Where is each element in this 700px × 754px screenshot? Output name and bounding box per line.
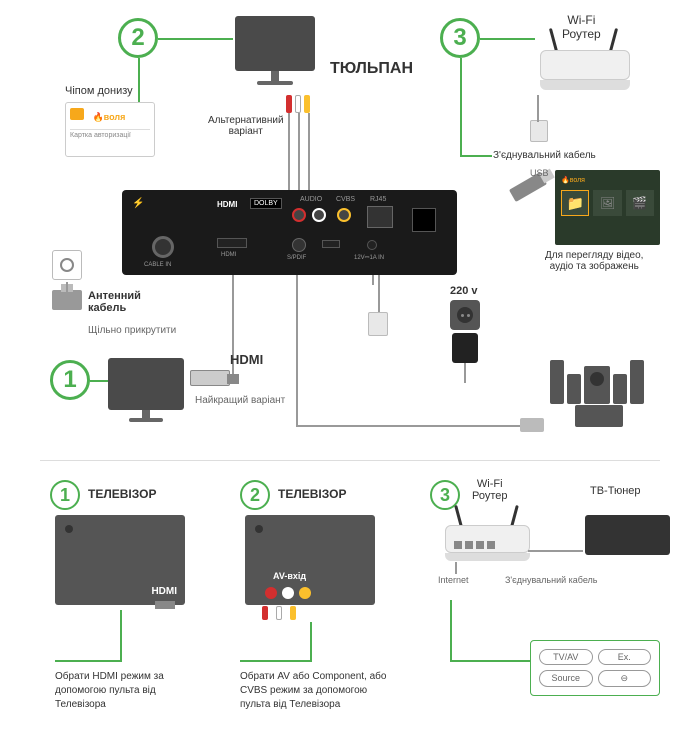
hdmi-port-label: HDMI xyxy=(217,200,237,209)
cable xyxy=(372,275,374,285)
wifi-router-bottom xyxy=(445,525,530,561)
v220-label: 220 v xyxy=(450,285,478,297)
line xyxy=(158,38,233,40)
usb-label: USB xyxy=(530,168,549,178)
badge-1-left: 1 xyxy=(50,360,90,400)
line xyxy=(55,660,122,662)
cable xyxy=(537,95,539,122)
line xyxy=(480,38,535,40)
chip-icon xyxy=(70,108,84,120)
power-port xyxy=(367,240,377,250)
line xyxy=(90,380,108,382)
set-top-box: ⚡ HDMI DOLBY AUDIO CVBS RJ45 CABLE IN HD… xyxy=(122,190,457,275)
line xyxy=(450,600,452,660)
hdmi-port xyxy=(217,238,247,248)
hdmi-connector xyxy=(190,370,230,386)
chip-down-label: Чіпом донизу xyxy=(65,85,133,97)
auth-card: 🔥воля Картка авторизації xyxy=(65,102,155,157)
cable xyxy=(66,282,68,292)
tv-tuner-label: ТВ-Тюнер xyxy=(590,485,641,497)
antenna-cable-label: Антенний кабель xyxy=(88,290,141,314)
btn-ex: Ex. xyxy=(598,649,652,665)
media-preview: 🔥воля 📁 🖼 🎬 xyxy=(555,170,660,245)
cable-in-port xyxy=(152,236,174,258)
optical-connector xyxy=(520,418,544,432)
tighten-label: Щільно прикрутити xyxy=(88,325,176,336)
cable xyxy=(528,550,583,552)
btn-source: Source xyxy=(539,670,593,687)
line xyxy=(240,660,312,662)
alt-variant-label: Альтернативний варіант xyxy=(208,115,284,137)
divider xyxy=(40,460,660,461)
monitor-hdmi xyxy=(108,358,184,422)
btn-tvav: TV/AV xyxy=(539,649,593,665)
cable xyxy=(296,425,531,427)
volya-logo: 🔥воля xyxy=(92,112,125,122)
tv-label-2: ТЕЛЕВІЗОР xyxy=(278,487,346,501)
coax-wall-plate xyxy=(52,250,82,280)
power-adapter xyxy=(452,333,478,363)
cable xyxy=(308,113,310,193)
badge-2-top: 2 xyxy=(118,18,158,58)
cable xyxy=(464,363,466,383)
subwoofer xyxy=(575,405,623,427)
rj45-connector xyxy=(368,312,388,336)
wifi-router-label-2: Wi-Fi Роутер xyxy=(472,478,508,502)
cable xyxy=(298,113,300,193)
media-label: Для перегляду відео, аудіо та зображень xyxy=(545,250,643,272)
cable xyxy=(296,275,298,425)
line xyxy=(450,660,530,662)
tv-av-back: AV-вхід xyxy=(245,515,375,605)
rj45-port xyxy=(367,206,393,228)
cable xyxy=(378,275,380,315)
tv-label-1: ТЕЛЕВІЗОР xyxy=(88,487,156,501)
badge-1-bottom: 1 xyxy=(50,480,80,510)
wifi-router-label: Wi-Fi Роутер xyxy=(562,13,601,41)
badge-2-bottom: 2 xyxy=(240,480,270,510)
internet-label: Internet xyxy=(438,575,469,585)
line xyxy=(460,58,462,156)
monitor-alt xyxy=(235,16,315,85)
cable xyxy=(455,562,457,574)
speakers xyxy=(550,360,644,404)
instr-av: Обрати AV або Component, або CVBS режим … xyxy=(240,670,386,712)
remote-buttons: TV/AV Ex. Source ⊖ xyxy=(530,640,660,696)
line xyxy=(310,622,312,660)
power-plug-socket xyxy=(450,300,480,330)
wifi-router-top xyxy=(540,50,630,90)
tv-tuner xyxy=(585,515,670,555)
audio-r-port xyxy=(292,208,306,222)
dolby-label: DOLBY xyxy=(250,198,282,209)
cable xyxy=(288,113,290,193)
cvbs-port xyxy=(337,208,351,222)
hdmi-label: HDMI xyxy=(230,352,263,367)
coax-connector xyxy=(52,290,82,310)
conn-cable-label: З'єднувальний кабель xyxy=(493,150,596,161)
audio-l-port xyxy=(312,208,326,222)
line xyxy=(120,610,122,660)
tv-hdmi-back: HDMI xyxy=(55,515,185,605)
optical-port xyxy=(412,208,436,232)
best-variant-label: Найкращий варіант xyxy=(195,395,285,406)
tulip-label: ТЮЛЬПАН xyxy=(330,60,413,78)
rca-connectors-bottom xyxy=(262,606,296,620)
rj-connector xyxy=(530,120,548,142)
spdif-port xyxy=(292,238,306,252)
usb-port xyxy=(322,240,340,248)
rca-connectors-top xyxy=(286,95,310,113)
btn-input-icon: ⊖ xyxy=(598,670,652,687)
badge-3-top: 3 xyxy=(440,18,480,58)
instr-hdmi: Обрати HDMI режим за допомогою пульта ві… xyxy=(55,670,164,712)
conn-cable-label-2: З'єднувальний кабель xyxy=(505,575,597,585)
line xyxy=(460,155,492,157)
